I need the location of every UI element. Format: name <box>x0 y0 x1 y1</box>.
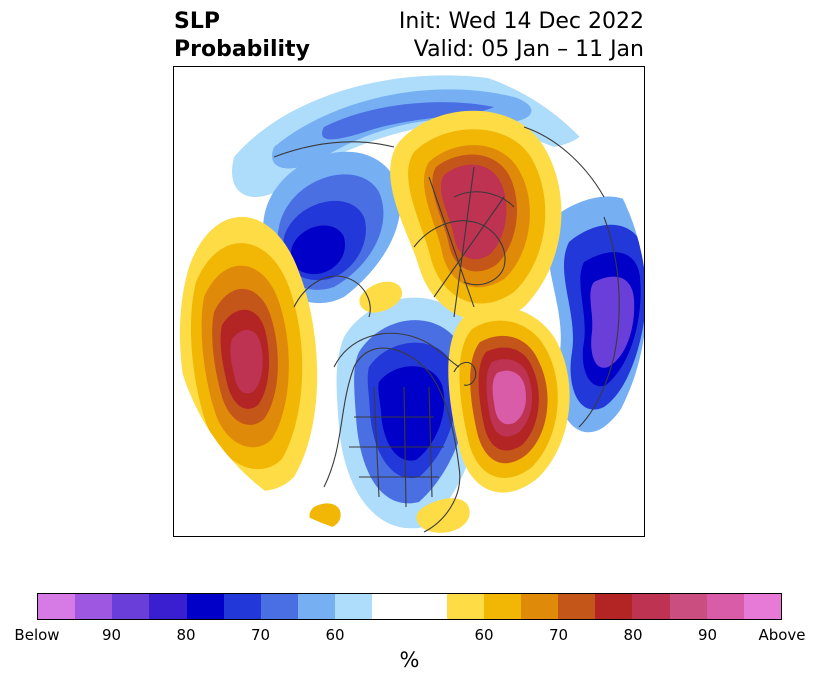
colorbar <box>37 593 782 620</box>
probability-map <box>173 66 645 537</box>
contour-be4 <box>590 276 635 368</box>
colorbar-tick-label: Above <box>758 626 806 644</box>
blue-anomaly-namerica <box>336 297 482 529</box>
map-title: SLP Probability <box>174 8 310 64</box>
colorbar-tick-label: 90 <box>101 626 122 644</box>
colorbar-segment <box>669 594 707 619</box>
anomaly-field <box>174 67 644 536</box>
colorbar-segment <box>372 594 447 619</box>
colorbar-segment <box>706 594 744 619</box>
colorbar-segment <box>595 594 633 619</box>
colorbar-segment <box>558 594 596 619</box>
blue-anomaly-north <box>232 75 587 197</box>
colorbar-tick-label: 90 <box>697 626 718 644</box>
colorbar-segment <box>149 594 187 619</box>
colorbar-segment <box>483 594 522 619</box>
map-subtitle: Init: Wed 14 Dec 2022 Valid: 05 Jan – 11… <box>399 8 644 64</box>
colorbar-segment <box>38 594 76 619</box>
colorbar-unit: % <box>399 648 420 672</box>
polar-map-svg <box>174 67 644 536</box>
colorbar-segment <box>743 594 782 619</box>
contour-bw4 <box>290 225 345 275</box>
blue-anomaly-west <box>262 151 401 304</box>
colorbar-segment <box>446 594 484 619</box>
blue-anomaly-east <box>547 196 644 433</box>
warm-anomaly-atlantic <box>448 306 570 493</box>
colorbar-ticks: Below 90 80 70 60 60 70 80 90 Above <box>0 626 819 648</box>
contour-wt6 <box>492 370 526 425</box>
colorbar-segment <box>75 594 113 619</box>
init-date: Init: Wed 14 Dec 2022 <box>398 9 644 34</box>
contour-bc4 <box>378 366 445 461</box>
colorbar-tick-label: 60 <box>325 626 345 644</box>
colorbar-segment <box>298 594 336 619</box>
colorbar-tick-label: 70 <box>548 626 569 644</box>
contour-bn3 <box>322 102 494 140</box>
colorbar-tick-label: 80 <box>623 626 643 644</box>
colorbar-tick-label: Below <box>14 626 60 644</box>
warm-anomaly-arctic <box>390 110 562 322</box>
colorbar-segment <box>335 594 373 619</box>
colorbar-tick-label: 80 <box>176 626 196 644</box>
colorbar-segment <box>223 594 261 619</box>
colorbar-segment <box>112 594 150 619</box>
colorbar-segment <box>521 594 559 619</box>
colorbar-segment <box>186 594 224 619</box>
title-variable: SLP <box>174 9 220 34</box>
contour-wa5 <box>440 164 507 260</box>
coastlines <box>273 126 620 533</box>
contour-wp6 <box>230 329 263 394</box>
valid-range: Valid: 05 Jan – 11 Jan <box>413 37 644 62</box>
colorbar-segment <box>632 594 670 619</box>
colorbar-tick-label: 60 <box>474 626 494 644</box>
colorbar-tick-label: 70 <box>250 626 271 644</box>
title-field: Probability <box>174 37 310 62</box>
contour-wm2 <box>416 498 470 533</box>
warm-anomaly-pacific <box>179 216 318 491</box>
colorbar-segment <box>260 594 299 619</box>
